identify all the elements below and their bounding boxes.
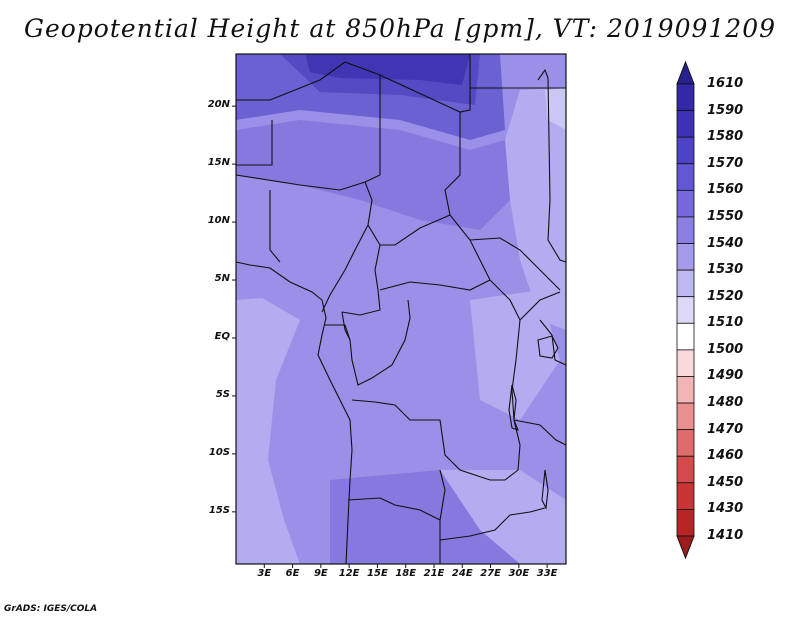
colorbar-swatch — [676, 110, 695, 138]
colorbar-swatch — [676, 482, 695, 510]
colorbar-label: 1560 — [707, 182, 744, 198]
colorbar-swatch — [676, 216, 695, 244]
colorbar-swatch — [676, 296, 695, 324]
field-1520-ne — [545, 88, 566, 130]
lon-label: 3E — [257, 568, 272, 579]
coastline-west-africa — [235, 261, 353, 565]
lat-label: 10N — [207, 215, 230, 227]
lat-label: 15N — [207, 157, 230, 169]
lon-label: 24E — [451, 568, 473, 579]
colorbar-label: 1410 — [707, 528, 744, 543]
colorbar-label: 1450 — [707, 474, 744, 490]
colorbar-swatch — [676, 243, 695, 271]
border-congo-1 — [341, 299, 411, 386]
lake-tanganyika — [508, 384, 519, 431]
colorbar-swatch — [676, 322, 695, 351]
field-1530-east — [505, 88, 566, 330]
colorbar-label: 1510 — [707, 315, 744, 331]
lon-label: 27E — [480, 568, 501, 579]
lat-label: 20N — [207, 99, 230, 111]
map-frame — [235, 53, 567, 565]
colorbar-label: 1610 — [707, 76, 744, 91]
border-north-1 — [236, 61, 346, 101]
lon-label: 9E — [313, 568, 328, 579]
lon-label: 21E — [423, 568, 445, 579]
colorbar-label: 1530 — [707, 262, 744, 278]
colorbar-label: 1580 — [707, 129, 744, 145]
lat-label: EQ — [214, 330, 230, 342]
lon-label: 18E — [395, 568, 417, 579]
colorbar-label: 1430 — [707, 501, 744, 517]
colorbar-label: 1550 — [707, 208, 744, 224]
field-1580-core — [305, 54, 470, 85]
colorbar-swatch — [676, 83, 695, 111]
colorbar-label: 1540 — [707, 235, 744, 251]
field-1530-south — [440, 470, 566, 564]
field-1550-southeast — [330, 470, 520, 564]
colorbar-swatch — [676, 349, 695, 377]
colorbar-label: 1500 — [707, 341, 744, 357]
colorbar — [676, 60, 695, 560]
border-east-2 — [513, 419, 567, 446]
border-east-1 — [539, 319, 567, 366]
lat-label: 15S — [208, 504, 230, 516]
grads-credit: GrADS: IGES/COLA — [4, 604, 98, 614]
colorbar-swatch — [676, 376, 695, 404]
lon-label: 6E — [285, 568, 300, 579]
colorbar-label: 1480 — [707, 395, 744, 411]
border-north-5 — [236, 120, 273, 166]
colorbar-label: 1470 — [707, 421, 744, 437]
lat-label: 10S — [208, 446, 230, 458]
border-nigeria — [269, 190, 281, 263]
lake-victoria — [537, 335, 559, 359]
coastlines-borders — [235, 54, 567, 565]
field-1530-central — [470, 290, 560, 420]
coast-red-sea — [537, 68, 567, 263]
border-north-6 — [444, 112, 461, 216]
colorbar-bottom-arrow — [676, 535, 695, 560]
axis-ticks — [232, 105, 548, 568]
colorbar-swatch — [676, 189, 695, 218]
colorbar-label: 1570 — [707, 155, 744, 171]
colorbar-label: 1490 — [707, 368, 744, 384]
border-angola-1 — [347, 497, 441, 564]
colorbar-swatch — [676, 509, 695, 537]
border-zambia — [439, 507, 546, 541]
border-cameroon-2 — [341, 244, 381, 316]
lon-label: 12E — [338, 568, 360, 579]
border-car — [379, 214, 491, 291]
map-title: Geopotential Height at 850hPa [gpm], VT:… — [23, 14, 777, 43]
lat-label: 5N — [214, 273, 230, 285]
border-chad-1 — [235, 174, 381, 191]
border-drc-south — [351, 399, 505, 481]
border-sudan — [469, 237, 561, 291]
lat-label: 5S — [215, 388, 230, 400]
lake-malawi — [541, 469, 549, 510]
lon-label: 33E — [536, 568, 558, 579]
colorbar-swatch — [676, 455, 695, 484]
colorbar-label: 1590 — [707, 102, 744, 118]
lon-label: 30E — [508, 568, 530, 579]
border-cameroon-1 — [321, 224, 369, 313]
colorbar-label: 1460 — [707, 448, 744, 464]
field-1550-north — [236, 120, 510, 230]
lon-label: 15E — [367, 568, 388, 579]
colorbar-swatch — [676, 429, 695, 457]
colorbar-swatch — [676, 402, 695, 431]
border-angola-2 — [439, 469, 446, 521]
colorbar-swatch — [676, 163, 695, 191]
colorbar-label: 1520 — [707, 288, 744, 304]
colorbar-swatch — [676, 269, 695, 298]
height-field — [236, 54, 566, 564]
colorbar-top-arrow — [676, 60, 695, 85]
border-gabon — [325, 324, 351, 341]
colorbar-swatch — [676, 136, 695, 165]
field-1530-atlantic — [236, 298, 300, 564]
